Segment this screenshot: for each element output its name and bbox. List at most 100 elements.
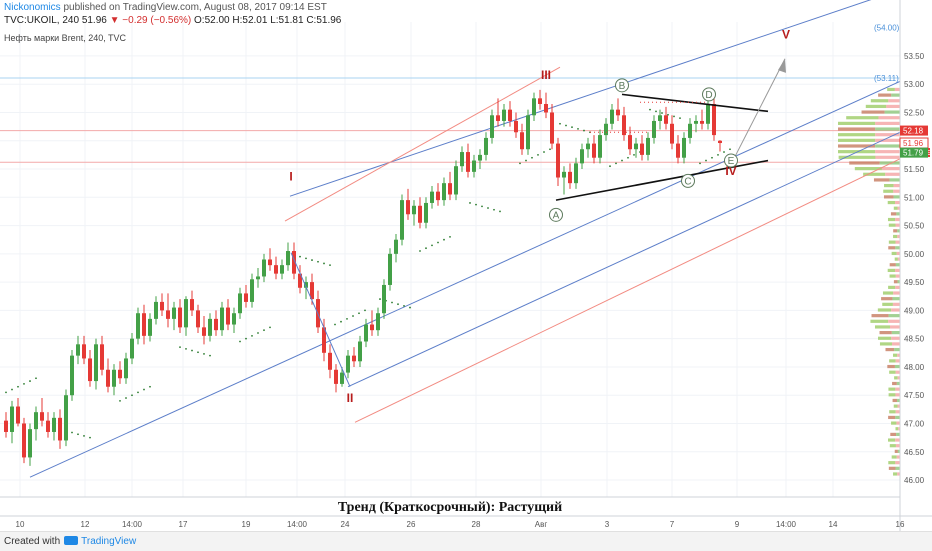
price-tick-label: 50.50 bbox=[904, 222, 925, 231]
psar-dot bbox=[419, 250, 421, 252]
wave-label: A bbox=[553, 210, 560, 221]
price-tick-label: 50.00 bbox=[904, 250, 925, 259]
profile-bar bbox=[893, 280, 898, 284]
profile-bar bbox=[895, 246, 900, 250]
psar-dot bbox=[487, 207, 489, 209]
wave-label: V bbox=[782, 27, 790, 41]
candle-body bbox=[580, 149, 584, 164]
profile-bar bbox=[894, 347, 900, 352]
symbol-description: Нефть марки Brent, 240, TVC bbox=[4, 33, 127, 43]
time-tick-label: 7 bbox=[670, 520, 675, 529]
tradingview-logo-icon bbox=[64, 536, 79, 545]
profile-bar bbox=[882, 291, 894, 295]
candle-body bbox=[670, 123, 674, 144]
psar-dot bbox=[499, 210, 501, 213]
profile-bar bbox=[895, 387, 900, 391]
wave-label: D bbox=[705, 90, 712, 101]
profile-bar bbox=[895, 200, 900, 205]
candle-body bbox=[634, 143, 638, 150]
psar-dot bbox=[77, 433, 79, 436]
time-tick-label: 19 bbox=[242, 520, 251, 529]
candle-body bbox=[598, 135, 602, 158]
candle-body bbox=[436, 191, 440, 201]
candle-body bbox=[526, 115, 530, 150]
wave-line bbox=[290, 252, 351, 387]
profile-bar bbox=[893, 183, 900, 188]
candle-body bbox=[10, 406, 14, 432]
profile-bar bbox=[897, 376, 900, 380]
tradingview-brand[interactable]: TradingView bbox=[81, 536, 137, 547]
profile-bar bbox=[865, 104, 887, 109]
candle-body bbox=[628, 135, 632, 150]
chart-caption: Тренд (Краткосрочный): Растущий bbox=[338, 500, 562, 515]
ohlc-values: O:52.00 H:52.01 L:51.81 C:51.96 bbox=[194, 15, 342, 26]
profile-bar bbox=[888, 387, 896, 391]
candle-body bbox=[280, 265, 284, 274]
profile-bar bbox=[892, 297, 900, 301]
profile-bar bbox=[896, 432, 900, 436]
price-label: 51.79 bbox=[903, 149, 924, 158]
profile-bar bbox=[891, 455, 897, 459]
profile-bar bbox=[893, 206, 898, 210]
profile-bar bbox=[875, 138, 900, 142]
last-price: 51.96 bbox=[81, 15, 107, 26]
time-tick-label: 14 bbox=[829, 520, 838, 529]
psar-dot bbox=[559, 122, 561, 125]
psar-dot bbox=[352, 315, 354, 317]
psar-dot bbox=[649, 108, 651, 111]
profile-bar bbox=[879, 342, 892, 346]
psar-dot bbox=[549, 148, 551, 151]
profile-bar bbox=[894, 376, 898, 380]
candle-body bbox=[328, 352, 332, 370]
candle-body bbox=[130, 338, 134, 359]
candle-body bbox=[568, 171, 572, 184]
candle-body bbox=[538, 98, 542, 104]
footer-bar: Created with TradingView bbox=[0, 531, 932, 551]
candle-body bbox=[190, 299, 194, 311]
profile-bar bbox=[878, 116, 900, 120]
profile-bar bbox=[875, 155, 900, 159]
profile-bar bbox=[838, 144, 876, 148]
profile-bar bbox=[894, 449, 898, 453]
author-name[interactable]: Nickonomics bbox=[4, 2, 61, 13]
profile-bar bbox=[894, 87, 900, 92]
candle-body bbox=[226, 307, 230, 325]
candle-body bbox=[646, 137, 650, 155]
profile-bar bbox=[887, 217, 896, 222]
time-tick-label: 3 bbox=[605, 520, 610, 529]
candle-body bbox=[172, 307, 176, 319]
candle-body bbox=[514, 120, 518, 133]
volume-profile bbox=[838, 87, 900, 476]
profile-bar bbox=[892, 381, 897, 386]
profile-bar bbox=[849, 161, 880, 165]
candle-body bbox=[232, 313, 236, 325]
candle-body bbox=[52, 417, 56, 432]
psar-dot bbox=[125, 397, 127, 399]
psar-dot bbox=[443, 238, 445, 241]
price-label-box bbox=[900, 147, 928, 158]
time-tick-label: 17 bbox=[179, 520, 188, 529]
candle-body bbox=[82, 344, 86, 359]
profile-bar bbox=[891, 93, 900, 97]
profile-bar bbox=[889, 274, 896, 278]
profile-bar bbox=[895, 263, 900, 267]
candle-body bbox=[442, 183, 446, 201]
psar-dot bbox=[83, 435, 85, 437]
profile-bar bbox=[894, 257, 898, 261]
price-tick-label: 53.50 bbox=[904, 52, 925, 61]
profile-bar bbox=[891, 331, 900, 335]
psar-dot bbox=[364, 309, 366, 312]
price-label-box bbox=[900, 125, 928, 136]
wave-label-circle bbox=[615, 78, 629, 93]
profile-bar bbox=[897, 206, 900, 210]
time-tick-label: 12 bbox=[81, 520, 90, 529]
profile-bar bbox=[897, 229, 900, 233]
price-label: (53.11) bbox=[874, 74, 899, 83]
candle-body bbox=[58, 417, 62, 441]
candle-body bbox=[268, 259, 272, 266]
price-tick-label: 53.00 bbox=[904, 80, 925, 89]
price-label: (54.00) bbox=[874, 24, 900, 33]
price-level-lines bbox=[0, 77, 900, 163]
profile-bar bbox=[883, 189, 894, 193]
